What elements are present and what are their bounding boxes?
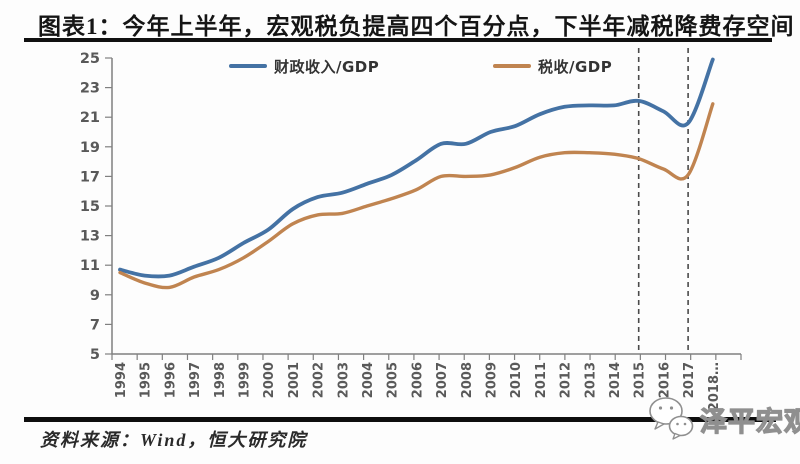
legend-line-swatch-blue xyxy=(229,64,267,68)
x-axis-label: 1995 xyxy=(139,362,154,398)
chart-figure-title: 图表1：今年上半年，宏观税负提高四个百分点，下半年减税降费存空间 xyxy=(38,14,795,39)
x-axis-label: 2010 xyxy=(509,362,524,398)
y-axis-label: 7 xyxy=(90,317,100,333)
x-axis-label: 1994 xyxy=(114,362,129,398)
series-line-fiscal-revenue-gdp xyxy=(118,57,715,279)
watermark-text: 泽平宏观 xyxy=(699,406,800,438)
x-axis-label: 2003 xyxy=(336,362,351,398)
title-divider-rule xyxy=(24,38,772,42)
x-axis-label: 2013 xyxy=(583,362,598,398)
x-axis-label: 2015 xyxy=(633,362,648,398)
x-axis-label: 1996 xyxy=(163,362,178,398)
wechat-chat-bubbles-icon xyxy=(649,397,694,440)
x-axis-label: 2000 xyxy=(262,362,277,398)
x-axis-label: 1998 xyxy=(213,362,228,398)
x-axis-label: 2001 xyxy=(287,362,302,398)
legend-line-swatch-orange xyxy=(493,64,531,68)
legend-item-fiscal-revenue-gdp: 财政收入/GDP xyxy=(229,57,380,76)
x-axis-label: 2016 xyxy=(657,362,672,398)
x-axis-label: 2009 xyxy=(485,362,500,398)
y-axis-label: 21 xyxy=(80,110,100,126)
x-axis-label: 2011 xyxy=(534,362,549,398)
x-axis-label: 2007 xyxy=(435,362,450,398)
x-axis-label: 2018… xyxy=(707,362,722,411)
y-axis-label: 19 xyxy=(80,140,100,156)
y-axis-label: 9 xyxy=(90,288,100,304)
y-axis-label: 23 xyxy=(80,81,100,97)
x-axis-label: 2014 xyxy=(608,362,623,398)
x-axis-label: 1999 xyxy=(238,362,253,398)
publisher-watermark: 泽平宏观 xyxy=(648,396,800,442)
x-axis-label: 2012 xyxy=(559,362,574,398)
series-line-tax-gdp xyxy=(118,102,715,290)
legend-label-fiscal-revenue-gdp: 财政收入/GDP xyxy=(274,57,380,76)
x-axis-label: 2004 xyxy=(361,362,376,398)
y-axis-label: 5 xyxy=(90,347,100,363)
y-axis-label: 25 xyxy=(80,51,100,67)
line-chart-canvas: 5 7 9 11 13 15 17 19 21 23 25 1994 1995 1996 1997 1998 1… xyxy=(80,48,742,411)
x-axis-label: 2017 xyxy=(682,362,697,398)
x-axis-label: 2008 xyxy=(460,362,475,398)
y-axis-label: 11 xyxy=(80,258,100,274)
legend-label-tax-gdp: 税收/GDP xyxy=(538,57,613,76)
legend-item-tax-gdp: 税收/GDP xyxy=(493,57,613,76)
y-axis-label: 15 xyxy=(80,199,100,215)
y-axis-label: 13 xyxy=(80,229,100,245)
y-axis-label: 17 xyxy=(80,169,100,185)
x-axis-label: 1997 xyxy=(188,362,203,398)
x-axis-label: 2005 xyxy=(386,362,401,398)
x-axis-label: 2006 xyxy=(410,362,425,398)
bottom-divider-rule xyxy=(24,417,776,422)
x-axis-label: 2002 xyxy=(312,362,327,398)
data-source-caption: 资料来源：Wind，恒大研究院 xyxy=(40,430,308,450)
